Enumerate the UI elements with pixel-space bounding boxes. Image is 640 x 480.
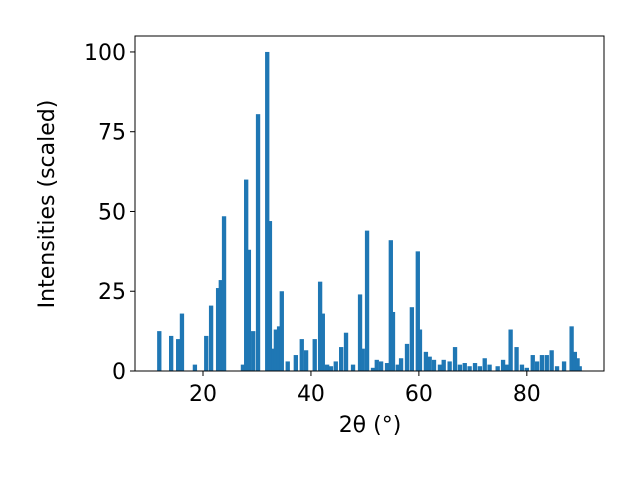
- bar: [487, 364, 492, 371]
- bar: [534, 361, 540, 371]
- bar: [549, 350, 554, 371]
- bar: [221, 216, 227, 371]
- bar: [251, 331, 256, 371]
- bar: [572, 351, 578, 371]
- y-tick-label: 25: [98, 280, 126, 305]
- x-tick-label: 40: [297, 382, 325, 407]
- bar: [279, 291, 284, 371]
- bar: [437, 364, 443, 371]
- bar: [388, 240, 393, 371]
- bar: [303, 350, 309, 371]
- bar: [320, 313, 325, 371]
- bar: [431, 359, 437, 371]
- bar: [293, 355, 298, 371]
- bar: [524, 367, 529, 371]
- bar: [472, 363, 478, 371]
- bar: [482, 358, 487, 371]
- bar: [324, 364, 330, 371]
- bar: [246, 249, 252, 371]
- bar: [176, 339, 181, 371]
- bar: [398, 358, 404, 371]
- y-tick-label: 100: [84, 41, 126, 66]
- bar: [395, 364, 400, 371]
- bar: [415, 251, 420, 371]
- bar: [477, 366, 483, 371]
- bar: [384, 363, 390, 371]
- y-axis-label: Intensities (scaled): [35, 100, 60, 309]
- x-axis-label: 2θ (°): [339, 413, 402, 438]
- bar: [404, 343, 410, 371]
- bar: [467, 366, 472, 371]
- x-tick-label: 80: [513, 382, 541, 407]
- bar: [374, 359, 379, 371]
- bar: [441, 359, 446, 371]
- y-tick-label: 75: [98, 121, 126, 146]
- bar: [495, 366, 500, 371]
- bar: [169, 335, 174, 371]
- bar: [447, 361, 452, 371]
- bar: [427, 356, 432, 371]
- bar: [554, 366, 560, 371]
- bar: [157, 331, 162, 371]
- bar: [462, 363, 467, 371]
- bar: [240, 364, 246, 371]
- bar: [561, 361, 567, 371]
- bar: [370, 367, 376, 371]
- bar: [544, 355, 549, 371]
- x-tick-label: 20: [189, 382, 217, 407]
- bar: [273, 329, 279, 371]
- bar: [192, 364, 198, 371]
- x-tick-label: 60: [405, 382, 433, 407]
- bar: [514, 347, 519, 371]
- bar: [569, 326, 574, 371]
- bar: [417, 329, 423, 371]
- bar: [350, 364, 356, 371]
- bar: [276, 326, 282, 371]
- bar: [218, 280, 223, 371]
- bar: [504, 364, 510, 371]
- bar: [508, 329, 513, 371]
- plot-frame: [134, 35, 605, 372]
- bar: [244, 179, 249, 371]
- bar: [215, 288, 221, 371]
- bar: [575, 358, 580, 371]
- bar: [208, 305, 214, 371]
- bar: [409, 307, 415, 371]
- bar: [360, 348, 365, 371]
- bar: [299, 339, 304, 371]
- bar: [265, 51, 270, 371]
- bar: [357, 294, 363, 371]
- bar: [179, 313, 185, 371]
- bar: [423, 351, 429, 371]
- bar: [452, 347, 458, 371]
- bar: [317, 281, 323, 371]
- bar: [530, 355, 535, 371]
- bar: [539, 355, 545, 371]
- bar: [339, 347, 344, 371]
- bar: [271, 348, 276, 371]
- bar: [204, 335, 209, 371]
- bar: [378, 361, 384, 371]
- bar: [577, 366, 582, 371]
- y-tick-label: 0: [112, 360, 126, 385]
- bar: [285, 361, 290, 371]
- bar: [519, 364, 525, 371]
- bar: [343, 332, 349, 371]
- bar: [312, 339, 317, 371]
- bar: [267, 221, 273, 371]
- bar: [255, 114, 261, 372]
- y-tick-label: 50: [98, 200, 126, 225]
- bar: [333, 361, 338, 371]
- bar: [500, 359, 506, 371]
- bar: [390, 311, 396, 371]
- bar: [457, 364, 463, 371]
- bar: [364, 230, 370, 371]
- bar: [328, 366, 334, 371]
